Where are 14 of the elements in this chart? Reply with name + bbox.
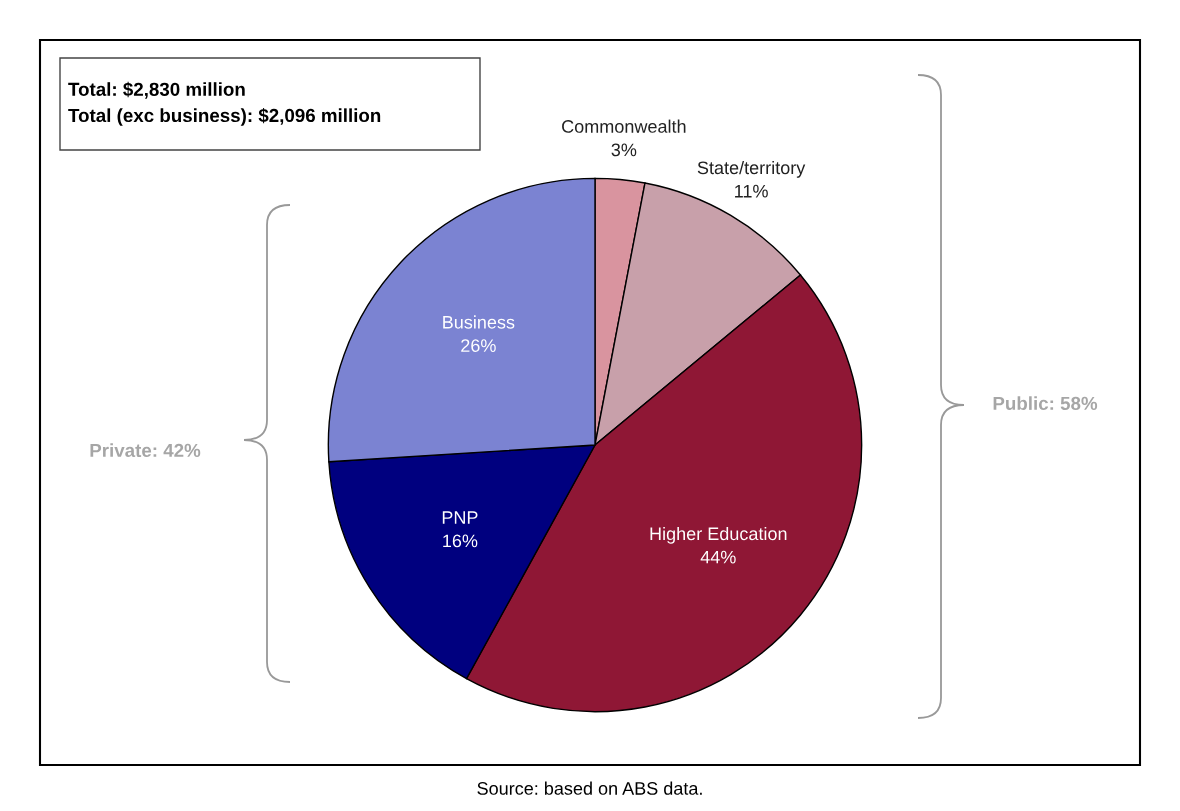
slice-label: Business xyxy=(443,315,515,329)
slice-label: Higher Education xyxy=(650,526,787,544)
data-label: 16% xyxy=(443,534,478,548)
data-label: 26% xyxy=(461,339,496,353)
slice-label: State/territory xyxy=(697,160,806,178)
slice-label: Commonwealth xyxy=(562,119,686,133)
data-label: 11% xyxy=(735,184,768,198)
text: Public: 58% xyxy=(993,396,1098,411)
data-label: 44% xyxy=(700,550,736,564)
text: Total: $2,830 million Total (exc business): $2,096 million xyxy=(68,81,381,126)
slice-label: PNP xyxy=(442,511,478,524)
text: Private: 42% xyxy=(90,443,201,458)
data-label: 3% xyxy=(611,143,637,157)
source-note: Source: based on ABS data. xyxy=(477,781,702,795)
